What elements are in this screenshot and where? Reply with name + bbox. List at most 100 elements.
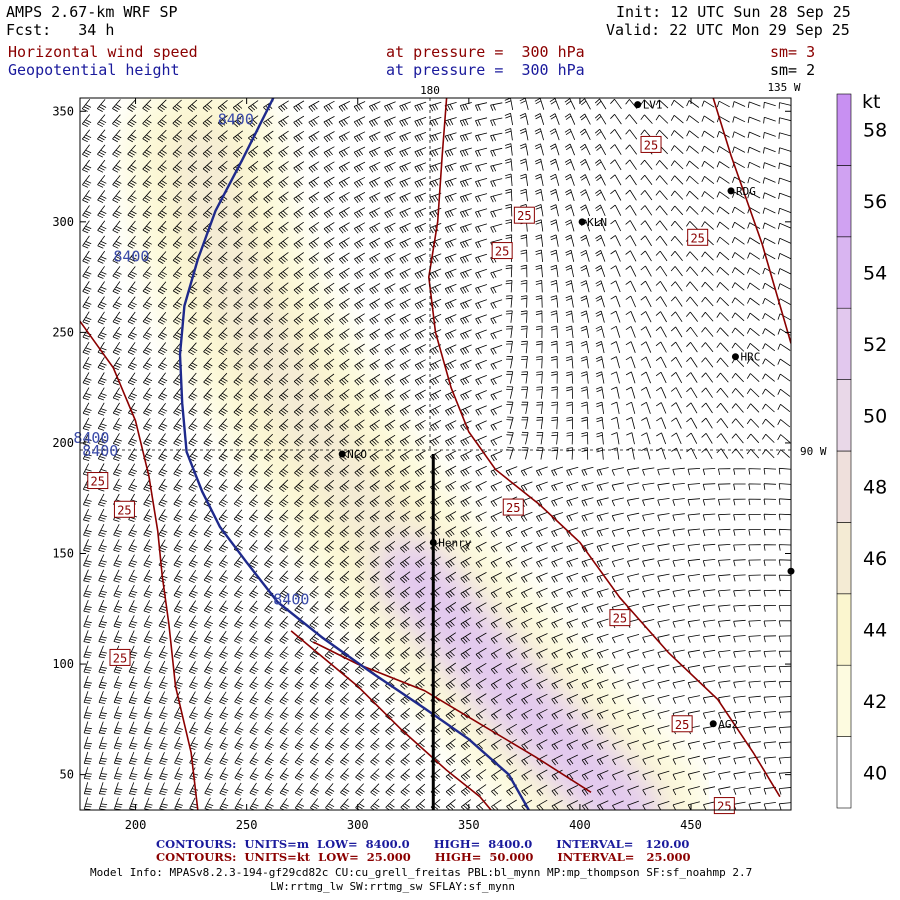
- wind-barb: [748, 801, 761, 810]
- wind-barb: [444, 192, 457, 203]
- wind-barb: [415, 723, 426, 736]
- wind-barb: [309, 388, 319, 401]
- wind-barb: [687, 468, 701, 476]
- wind-barb: [249, 661, 259, 675]
- wind-barb: [142, 160, 152, 173]
- wind-barb: [400, 662, 411, 675]
- wind-barb: [490, 269, 503, 279]
- wind-barb: [249, 615, 259, 629]
- wind-barb: [219, 752, 229, 766]
- wind-barb: [112, 372, 122, 386]
- wind-barb: [551, 572, 563, 583]
- wind-barb: [142, 311, 153, 325]
- wind-barb: [98, 721, 108, 735]
- wind-barb: [264, 646, 274, 660]
- wind-barb: [128, 675, 138, 689]
- wind-barb: [263, 176, 274, 188]
- wind-barb: [158, 433, 168, 447]
- wind-barb: [399, 510, 411, 523]
- wind-barb: [384, 177, 396, 188]
- wind-barb: [625, 235, 637, 247]
- wind-barb: [686, 432, 698, 444]
- wind-barb: [218, 463, 228, 477]
- wind-barb: [627, 755, 640, 766]
- wind-barb: [99, 797, 108, 810]
- station-label-henry: Henry: [438, 536, 471, 549]
- wind-barb: [143, 493, 153, 507]
- wind-barb: [354, 631, 365, 645]
- wind-barb: [716, 236, 730, 245]
- wind-barb: [128, 691, 138, 705]
- wind-barb: [294, 722, 304, 736]
- wind-barb: [640, 326, 652, 338]
- wind-barb: [475, 450, 487, 462]
- wind-barb: [187, 175, 198, 188]
- wind-barb: [172, 281, 183, 295]
- wind-barb: [414, 283, 427, 295]
- wind-barb: [429, 435, 442, 447]
- wind-barb: [460, 314, 472, 325]
- wind-barb: [671, 432, 682, 445]
- wind-barb: [324, 404, 335, 416]
- wind-barb: [657, 604, 670, 613]
- wind-barb: [733, 665, 746, 673]
- wind-barb: [672, 604, 685, 613]
- wind-barb: [504, 128, 513, 141]
- wind-barb: [445, 708, 456, 720]
- wind-barb: [127, 175, 137, 188]
- wind-barb: [309, 494, 319, 508]
- wind-barb: [98, 508, 107, 522]
- wind-barb: [627, 709, 640, 720]
- wind-barb: [98, 706, 107, 719]
- wind-barb: [112, 433, 122, 446]
- wind-barb: [655, 250, 668, 262]
- wind-barb: [249, 752, 259, 766]
- wind-barb: [490, 526, 502, 538]
- wind-barb: [294, 767, 305, 781]
- wind-barb: [202, 206, 213, 219]
- wind-barb: [142, 175, 152, 188]
- wind-barb: [158, 691, 168, 705]
- wind-barb: [490, 435, 503, 447]
- wind-barb: [414, 132, 427, 142]
- wind-barb: [686, 372, 698, 383]
- wind-barb: [731, 297, 745, 306]
- wind-barb: [189, 676, 198, 690]
- wind-barb: [354, 343, 365, 356]
- wind-barb: [172, 175, 183, 188]
- wind-barb: [702, 649, 716, 659]
- wind-barb: [217, 99, 228, 113]
- wind-barb: [97, 357, 107, 371]
- wind-barb: [657, 558, 670, 567]
- wind-barb: [731, 282, 745, 291]
- wind-barb: [218, 494, 228, 508]
- wind-barb: [763, 741, 777, 750]
- station-marker: [338, 450, 346, 458]
- wind-barb: [687, 498, 701, 506]
- wind-barb: [490, 632, 502, 644]
- wind-barb: [642, 755, 655, 765]
- wind-barb: [716, 433, 729, 444]
- colorbar-segment: [836, 736, 852, 809]
- wind-barb: [309, 798, 320, 810]
- wind-barb: [506, 386, 514, 399]
- wind-barb: [686, 251, 699, 261]
- wind-barb: [566, 785, 578, 796]
- wind-barb: [399, 313, 411, 325]
- wind-barb: [460, 708, 472, 720]
- wind-barb: [158, 600, 168, 614]
- wind-barb: [778, 771, 791, 780]
- wind-barb: [718, 725, 731, 735]
- wind-barb: [610, 204, 622, 216]
- svg-text:25: 25: [690, 231, 704, 245]
- wind-barb: [444, 177, 457, 188]
- wind-barb: [248, 145, 259, 158]
- station-marker: [578, 218, 586, 226]
- wind-barb: [777, 419, 791, 428]
- wind-barb: [263, 312, 274, 325]
- wind-barb: [113, 660, 123, 674]
- wind-barb: [143, 676, 153, 689]
- wind-barb: [521, 617, 533, 629]
- wind-barb: [505, 557, 518, 568]
- wind-barb: [187, 236, 198, 249]
